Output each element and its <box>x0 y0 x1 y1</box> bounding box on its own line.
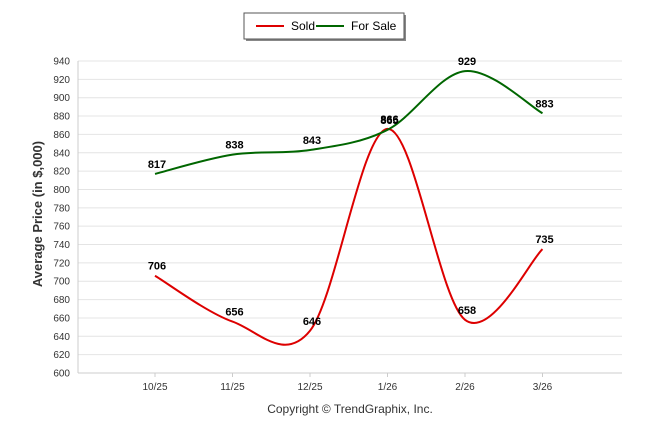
y-tick-label: 880 <box>53 112 70 123</box>
y-tick-label: 940 <box>53 57 70 68</box>
x-tick-label: 1/26 <box>378 382 398 393</box>
data-label-for-sale: 838 <box>225 140 243 152</box>
data-label-for-sale: 883 <box>535 98 553 110</box>
y-tick-label: 640 <box>53 332 70 343</box>
data-label-for-sale: 843 <box>303 135 321 147</box>
y-tick-label: 900 <box>53 93 70 104</box>
y-tick-label: 660 <box>53 313 70 324</box>
data-label-for-sale: 817 <box>148 159 166 171</box>
series-lines <box>154 70 544 346</box>
y-tick-label: 680 <box>53 295 70 306</box>
y-tick-label: 740 <box>53 240 70 251</box>
y-axis-title: Average Price (in $,000) <box>30 141 45 287</box>
x-tick-label: 2/26 <box>455 382 475 393</box>
data-label-sold: 866 <box>380 114 398 126</box>
x-tick-label: 12/25 <box>297 382 322 393</box>
y-tick-label: 720 <box>53 258 70 269</box>
series-line-sold <box>154 127 544 346</box>
legend-label-for-sale: For Sale <box>351 19 397 33</box>
y-axis-ticks: 600 620 640 660 680 700 720 740 760 780 800 820 840 8… <box>53 57 70 380</box>
data-label-sold: 646 <box>303 316 321 328</box>
y-tick-label: 780 <box>53 203 70 214</box>
data-label-for-sale: 865 <box>380 115 398 127</box>
grid <box>77 60 622 374</box>
series-line-for-sale <box>154 70 544 175</box>
y-tick-label: 620 <box>53 350 70 361</box>
copyright-text: Copyright © TrendGraphix, Inc. <box>267 402 433 416</box>
x-tick-label: 11/25 <box>220 382 245 393</box>
y-tick-label: 860 <box>53 130 70 141</box>
legend: Sold For Sale <box>243 12 406 41</box>
y-tick-label: 760 <box>53 222 70 233</box>
y-tick-label: 700 <box>53 277 70 288</box>
y-tick-label: 820 <box>53 167 70 178</box>
x-tick-label: 3/26 <box>533 382 553 393</box>
legend-label-sold: Sold <box>291 19 315 33</box>
y-tick-label: 840 <box>53 148 70 159</box>
data-label-sold: 735 <box>535 234 553 246</box>
x-tick-label: 10/25 <box>142 382 167 393</box>
data-label-sold: 658 <box>458 305 476 317</box>
data-label-sold: 656 <box>225 307 243 319</box>
y-tick-label: 600 <box>53 369 70 380</box>
y-tick-label: 800 <box>53 185 70 196</box>
data-label-sold: 706 <box>148 261 166 273</box>
data-labels: 706 656 646 866 658 735 817 838 843 865 929 883 <box>148 56 554 328</box>
x-axis-ticks: 10/25 11/25 12/25 1/26 2/26 3/26 <box>142 373 553 393</box>
y-tick-label: 920 <box>53 75 70 86</box>
data-label-for-sale: 929 <box>458 56 476 68</box>
